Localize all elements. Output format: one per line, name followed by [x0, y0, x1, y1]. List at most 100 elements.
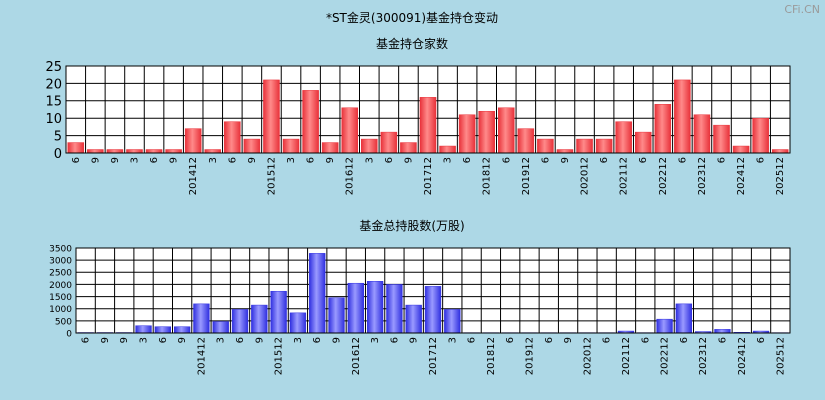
chart-title: 基金总持股数(万股) — [359, 218, 464, 233]
y-tick-label: 500 — [55, 317, 72, 327]
x-tick-label: 3 — [139, 337, 150, 343]
count-chart: 基金持仓家数 0 5 10 15 20 25 6 9 9 3 6 9 201412 3 6 9 201512 3 6 9… — [45, 36, 791, 195]
x-tick-label: 202512 — [775, 337, 786, 375]
x-tick-label: 6 — [717, 157, 728, 163]
bar — [419, 97, 437, 154]
x-tick-label: 3 — [447, 337, 458, 343]
x-tick-label: 3 — [364, 157, 375, 163]
bar — [106, 149, 124, 154]
bar — [328, 297, 345, 334]
x-tick-label: 6 — [602, 337, 613, 343]
bar — [752, 117, 769, 154]
x-tick-label: 201912 — [524, 337, 535, 375]
bar — [243, 138, 261, 154]
bar — [771, 149, 789, 154]
y-tick-label: 1000 — [49, 305, 72, 315]
y-tick-label: 3500 — [49, 244, 72, 254]
bar — [656, 318, 673, 334]
bar — [576, 138, 593, 154]
x-tick-label: 9 — [403, 157, 414, 163]
bar — [439, 145, 456, 154]
x-tick-label: 6 — [756, 157, 767, 163]
x-tick-label: 6 — [235, 337, 246, 343]
x-tick-label: 3 — [208, 157, 219, 163]
bar — [713, 124, 730, 154]
bar — [478, 110, 495, 154]
bar — [173, 326, 191, 334]
x-tick-label: 6 — [462, 157, 473, 163]
x-tick-label: 3 — [286, 157, 297, 163]
x-tick-label: 6 — [638, 157, 649, 163]
main-title: *ST金灵(300091)基金持仓变动 — [326, 10, 498, 25]
bar — [654, 104, 672, 154]
x-tick-label: 3 — [370, 337, 381, 343]
x-tick-label: 6 — [227, 157, 238, 163]
y-tick-label: 3000 — [49, 257, 72, 267]
bar — [165, 149, 182, 154]
x-tick-label: 6 — [389, 337, 400, 343]
x-tick-label: 201512 — [274, 337, 285, 375]
x-tick-label: 3 — [443, 157, 454, 163]
x-tick-label: 202012 — [580, 157, 591, 195]
y-tick-label: 0 — [66, 329, 72, 339]
y-tick-label: 2000 — [49, 281, 72, 291]
x-tick-label: 6 — [756, 337, 767, 343]
x-tick-label: 6 — [679, 337, 690, 343]
bar — [282, 138, 300, 154]
x-tick-label: 6 — [467, 337, 478, 343]
x-tick-label: 202212 — [660, 337, 671, 375]
x-tick-label: 9 — [560, 157, 571, 163]
bar — [321, 142, 339, 154]
x-tick-label: 6 — [81, 337, 92, 343]
y-tick-label: 10 — [45, 112, 62, 127]
bar — [67, 142, 85, 154]
x-tick-label: 6 — [505, 337, 516, 343]
bar — [674, 79, 691, 154]
x-tick-label: 202012 — [582, 337, 593, 375]
x-tick-label: 201512 — [266, 157, 277, 195]
x-tick-label: 201712 — [423, 157, 434, 195]
x-tick-label: 9 — [409, 337, 420, 343]
x-tick-label: 201812 — [482, 157, 493, 195]
x-tick-label: 202112 — [619, 157, 630, 195]
bar — [204, 149, 222, 154]
x-tick-label: 6 — [677, 157, 688, 163]
x-tick-label: 202512 — [775, 157, 786, 195]
bar — [154, 326, 171, 334]
x-tick-label: 9 — [332, 337, 343, 343]
watermark: CFi.CN — [784, 3, 820, 16]
x-tick-label: 6 — [540, 157, 551, 163]
bar — [537, 138, 554, 154]
x-tick-label: 201712 — [428, 337, 439, 375]
bar — [184, 128, 202, 154]
x-tick-label: 201812 — [486, 337, 497, 375]
bar — [263, 79, 280, 154]
x-tick-label: 201412 — [188, 157, 199, 195]
bar — [497, 107, 515, 154]
bar — [458, 114, 476, 154]
y-tick-label: 0 — [54, 147, 62, 162]
bar — [405, 304, 422, 334]
y-tick-label: 15 — [45, 95, 62, 110]
bar — [212, 321, 229, 334]
x-tick-label: 9 — [110, 157, 121, 163]
bar — [714, 329, 731, 334]
y-tick-label: 2500 — [49, 269, 72, 279]
x-tick-label: 6 — [306, 157, 317, 163]
x-tick-label: 6 — [312, 337, 323, 343]
x-tick-label: 201912 — [521, 157, 532, 195]
bar — [615, 121, 632, 154]
bar — [424, 286, 442, 334]
bar — [634, 131, 652, 154]
x-tick-label: 3 — [293, 337, 304, 343]
bar — [386, 284, 403, 334]
x-tick-label: 6 — [717, 337, 728, 343]
x-tick-label: 202312 — [697, 157, 708, 195]
bar — [302, 90, 319, 154]
x-tick-label: 9 — [177, 337, 188, 343]
bar — [87, 149, 104, 154]
bar — [289, 312, 307, 334]
bar — [693, 114, 711, 154]
x-tick-label: 6 — [544, 337, 555, 343]
bar — [380, 131, 398, 154]
